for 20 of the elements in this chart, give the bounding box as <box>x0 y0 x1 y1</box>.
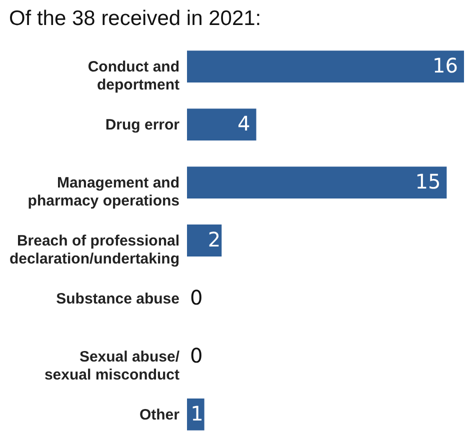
chart-title: Of the 38 received in 2021: <box>8 7 262 30</box>
y-tick-label: Other <box>139 406 180 424</box>
y-tick-label: Substance abuse <box>56 290 180 308</box>
data-label: 15 <box>415 170 441 194</box>
data-label: 2 <box>208 228 221 252</box>
data-label: 16 <box>432 54 458 78</box>
bar <box>187 398 204 430</box>
data-label: 0 <box>190 343 203 368</box>
data-label: 4 <box>238 112 250 136</box>
data-label: 0 <box>190 285 203 310</box>
y-tick-label: Breach of professional declaration/undertaking <box>9 232 180 268</box>
y-tick-label: Drug error <box>105 116 180 134</box>
bar <box>187 224 222 256</box>
bar <box>187 108 256 140</box>
bar <box>187 166 447 198</box>
y-tick-label: Conduct and deportment <box>88 58 180 94</box>
y-tick-label: Management and pharmacy operations <box>28 174 180 210</box>
bar <box>187 50 464 82</box>
y-tick-label: Sexual abuse/ sexual misconduct <box>44 348 180 384</box>
data-label: 1 <box>190 401 204 426</box>
